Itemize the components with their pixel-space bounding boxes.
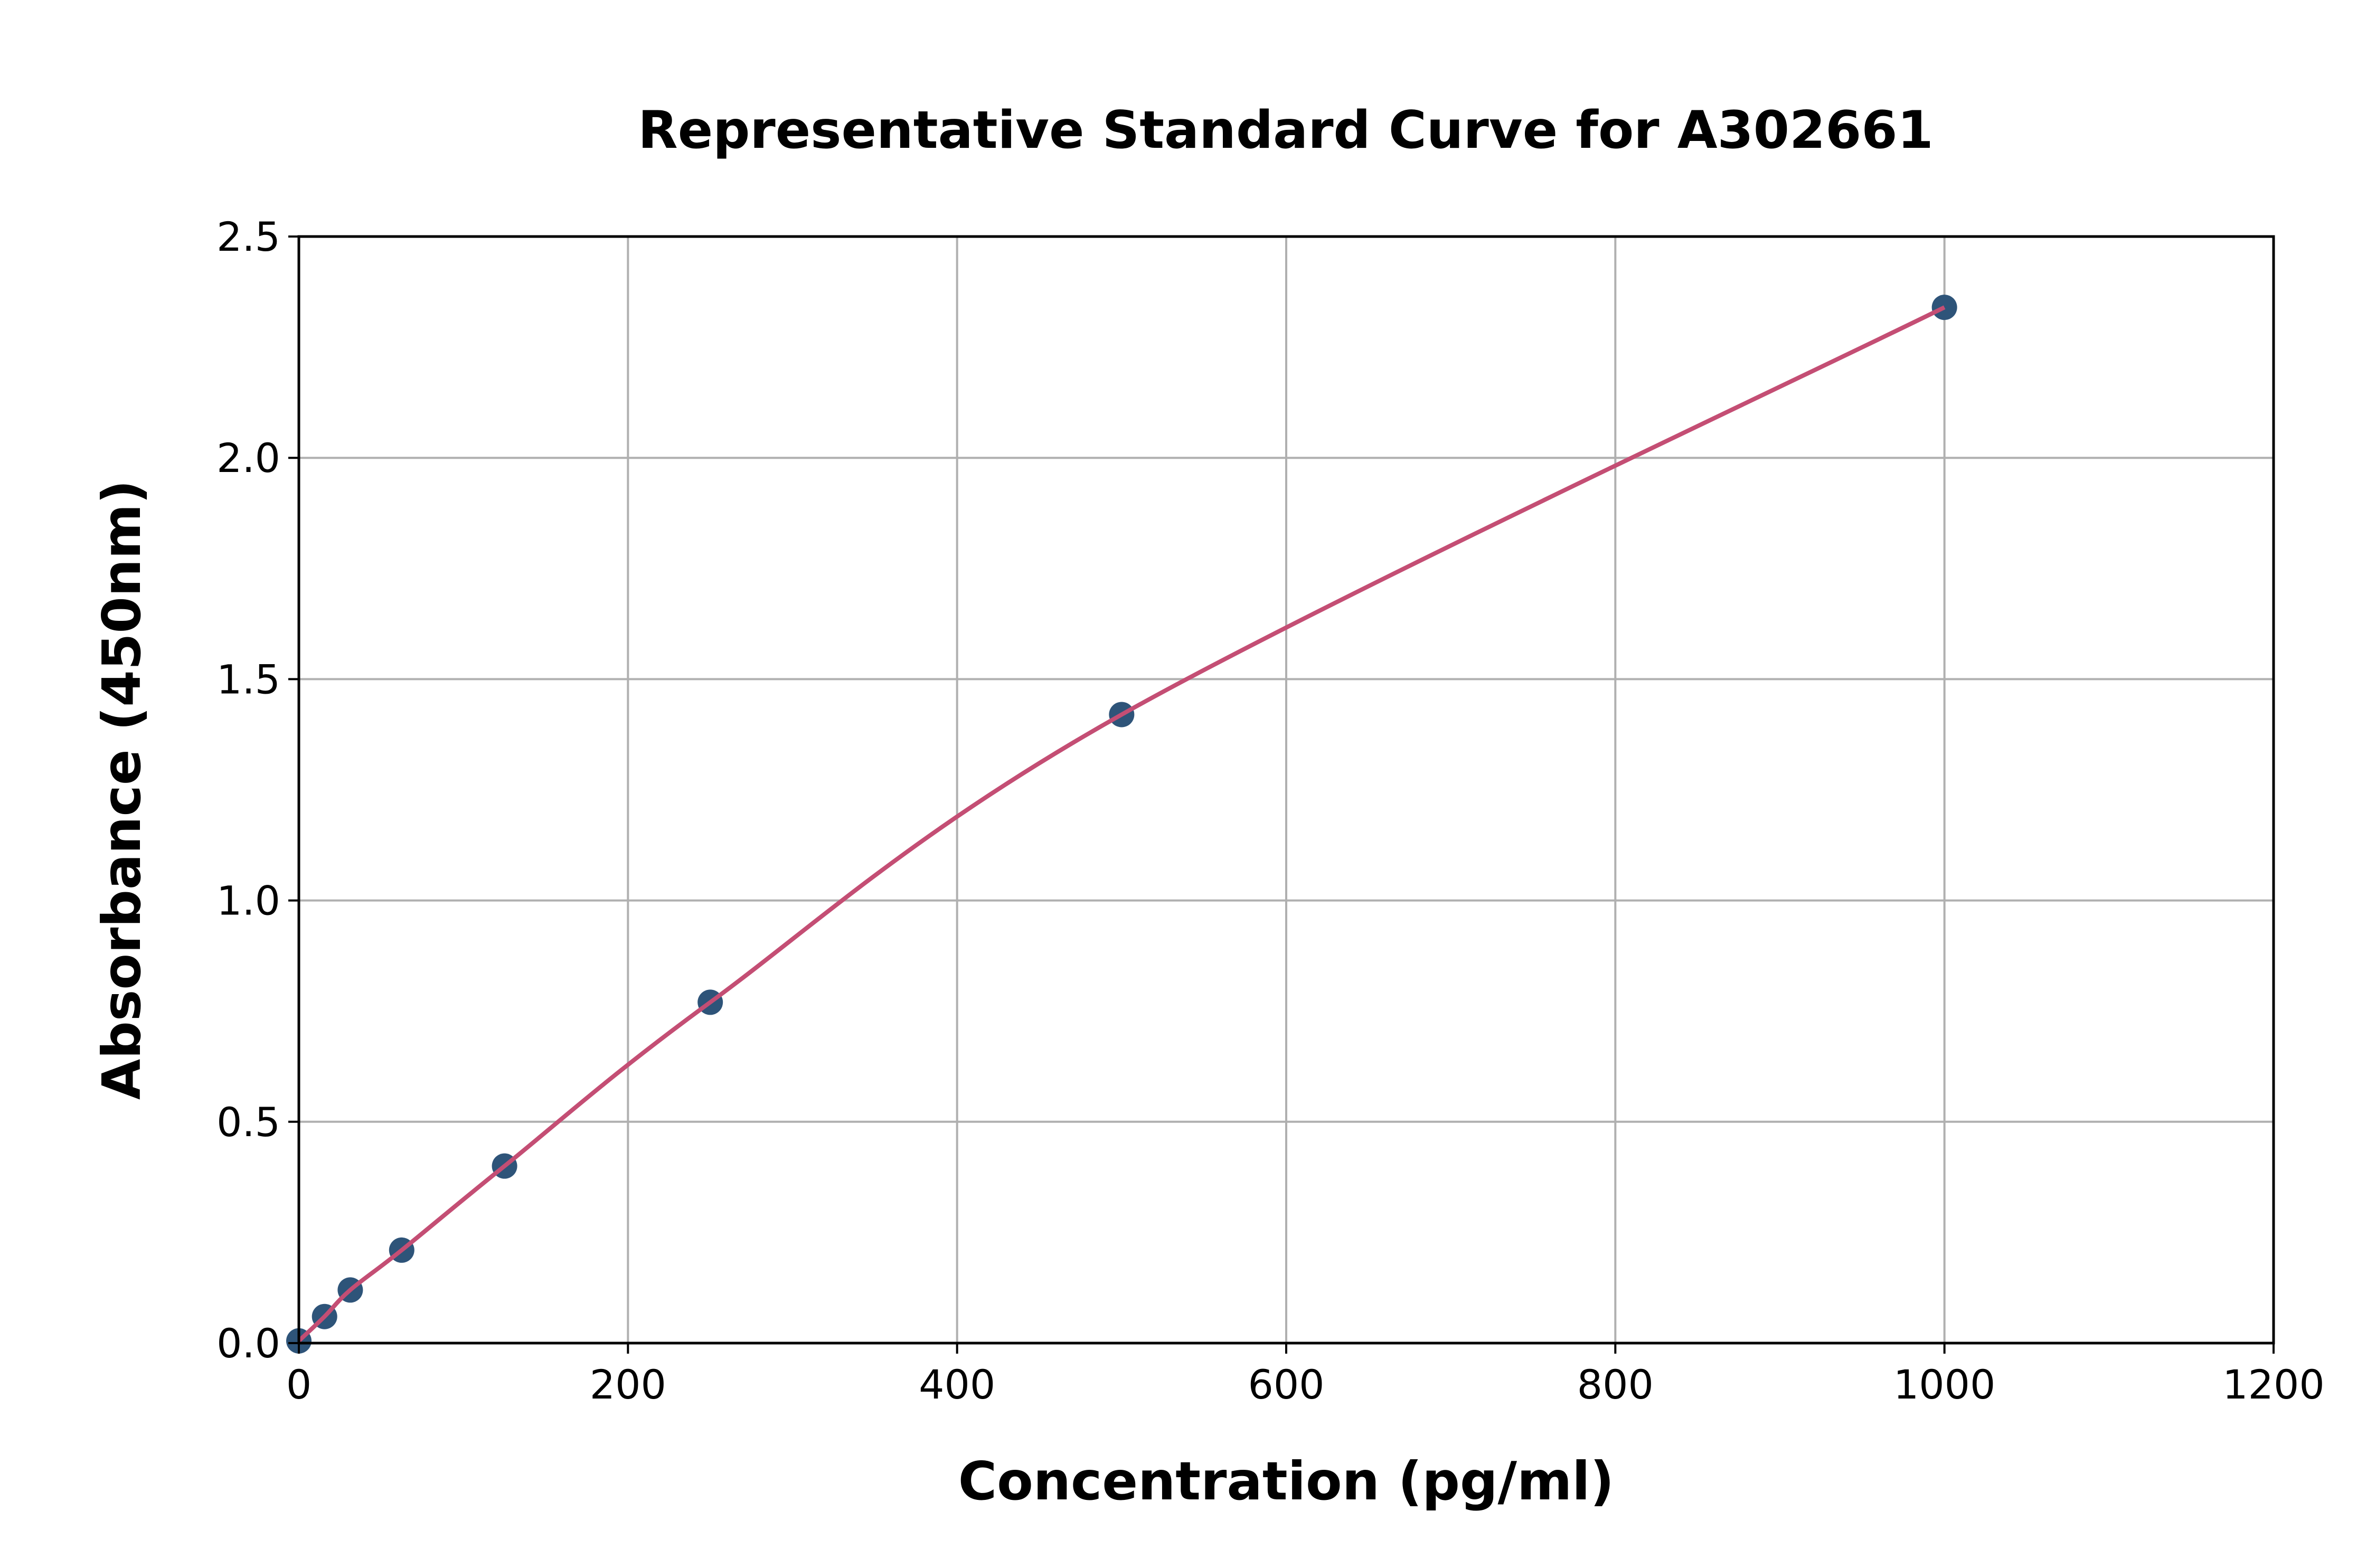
x-tick-label: 200 xyxy=(590,1361,666,1408)
x-axis-label: Concentration (pg/ml) xyxy=(958,1450,1615,1512)
y-tick-label: 0.0 xyxy=(216,1320,280,1367)
fit-curve xyxy=(297,305,1946,1343)
y-tick-label: 0.5 xyxy=(216,1099,280,1146)
y-tick-label: 1.0 xyxy=(216,877,280,924)
y-axis-label: Absorbance (450nm) xyxy=(91,480,153,1100)
y-tick-label: 2.5 xyxy=(216,213,280,260)
x-tick-label: 400 xyxy=(919,1361,995,1408)
chart-title: Representative Standard Curve for A30266… xyxy=(638,100,1933,160)
x-tick-label: 1000 xyxy=(1893,1361,1995,1408)
fit-curve-group xyxy=(297,305,1946,1343)
x-tick-label: 0 xyxy=(286,1361,312,1408)
data-points xyxy=(286,295,1957,1354)
y-tick-label: 1.5 xyxy=(216,656,280,703)
y-tick-label: 2.0 xyxy=(216,434,280,481)
x-tick-label: 1200 xyxy=(2222,1361,2324,1408)
fit-curve xyxy=(297,305,1946,1343)
data-point xyxy=(1931,295,1957,320)
x-tick-label: 600 xyxy=(1248,1361,1324,1408)
y-axis: 0.0 0.5 1.0 1.5 2.0 2.5 xyxy=(216,213,299,1367)
x-axis: 0 200 400 600 800 1000 1200 xyxy=(286,1343,2325,1408)
grid xyxy=(298,235,2275,1344)
x-tick-label: 800 xyxy=(1577,1361,1654,1408)
